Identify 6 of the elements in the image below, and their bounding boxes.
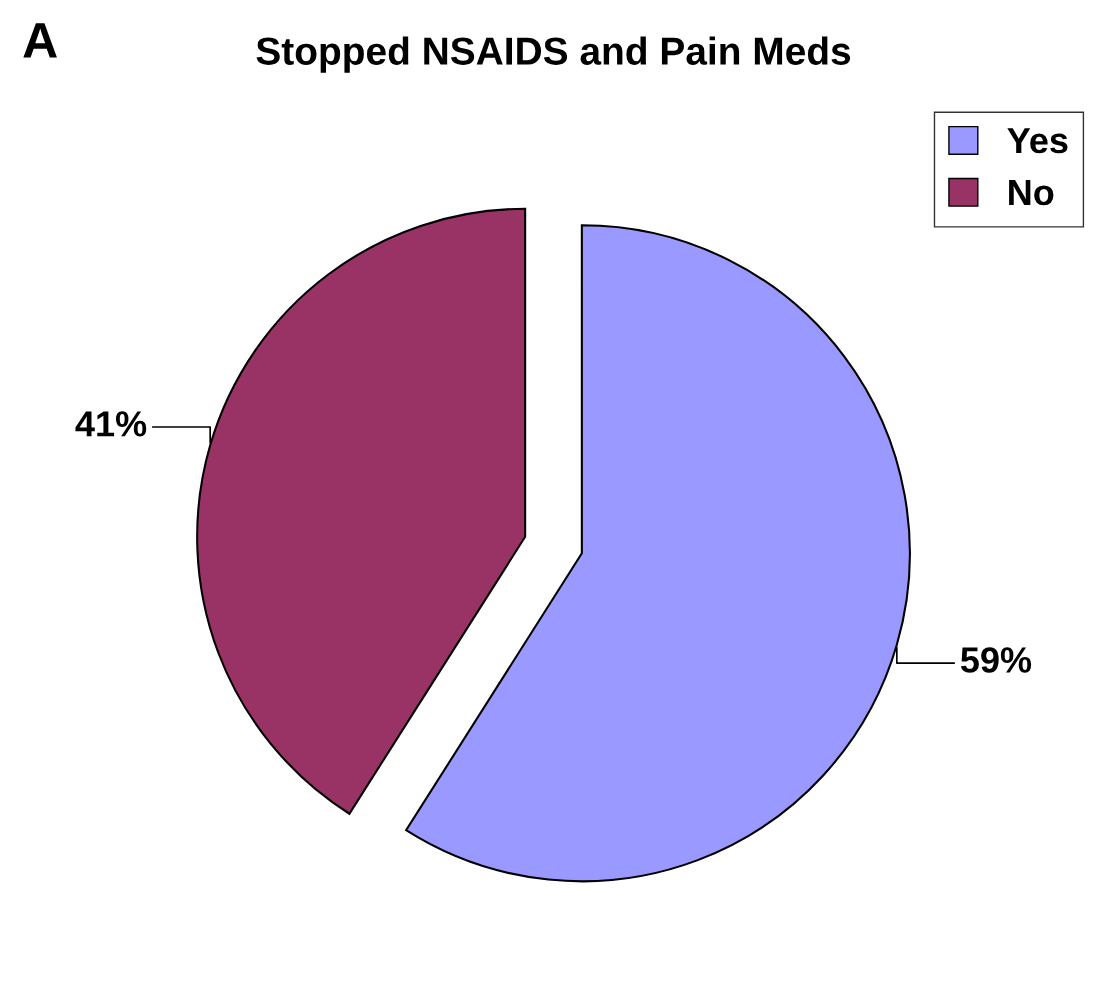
legend-label: Yes (1007, 128, 1068, 154)
data-label: 59% (960, 647, 1032, 673)
chart-title: Stopped NSAIDS and Pain Meds (256, 36, 851, 73)
legend-label: No (1009, 180, 1054, 206)
data-label: 41% (75, 411, 147, 437)
text: A (23, 23, 57, 58)
